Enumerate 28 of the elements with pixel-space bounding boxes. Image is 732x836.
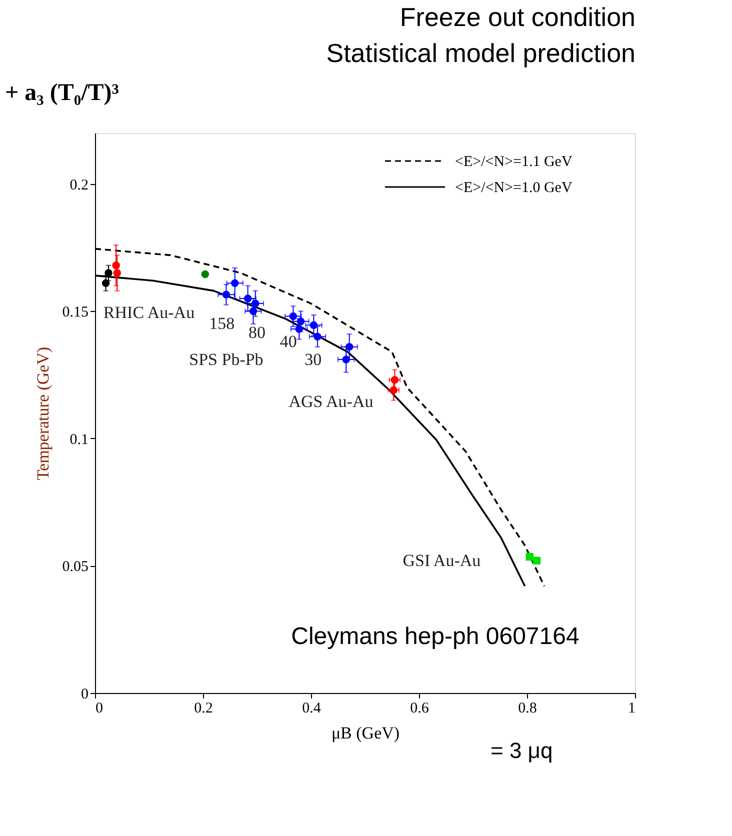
y-tick-label: 0.2 — [70, 177, 88, 194]
x-tick-label: 0 — [96, 700, 103, 716]
y-tick-label: 0.05 — [62, 559, 88, 576]
annotation: RHIC Au-Au — [103, 302, 196, 322]
annotation: GSI Au-Au — [402, 550, 482, 570]
text: + a₃ (T₀/T)³ — [5, 80, 119, 106]
annotation: 40 — [280, 332, 297, 351]
annotation: 158 — [209, 314, 235, 333]
chart-subtitle: Statistical model prediction — [326, 38, 636, 68]
y-tick-label: 0 — [81, 686, 88, 702]
annotation: Cleymans hep-ph 0607164 — [291, 623, 580, 650]
x-tick-label: 0.2 — [194, 700, 213, 716]
chart-title: Freeze out condition — [400, 2, 636, 32]
legend-label: <E>/<N>=1.0 GeV — [455, 180, 572, 196]
x-tick-label: 0.6 — [410, 700, 430, 716]
annotation: 80 — [248, 322, 266, 342]
y-axis-title: Temperature (GeV) — [33, 346, 52, 480]
x-tick-label: 0.4 — [302, 700, 322, 716]
x-axis-title: μB (GeV) — [331, 724, 400, 742]
text: = 3 μq — [490, 738, 553, 763]
x-tick-label: 1 — [628, 700, 636, 716]
y-tick-label: 0.1 — [70, 432, 88, 448]
y-tick-label: 0.15 — [62, 304, 88, 321]
x-tick-label: 0.8 — [518, 700, 537, 716]
legend-label: <E>/<N>=1.1 GeV — [455, 154, 572, 170]
annotation: 30 — [304, 350, 322, 369]
annotation: SPS Pb-Pb — [189, 350, 264, 369]
annotation: AGS Au-Au — [288, 392, 374, 411]
